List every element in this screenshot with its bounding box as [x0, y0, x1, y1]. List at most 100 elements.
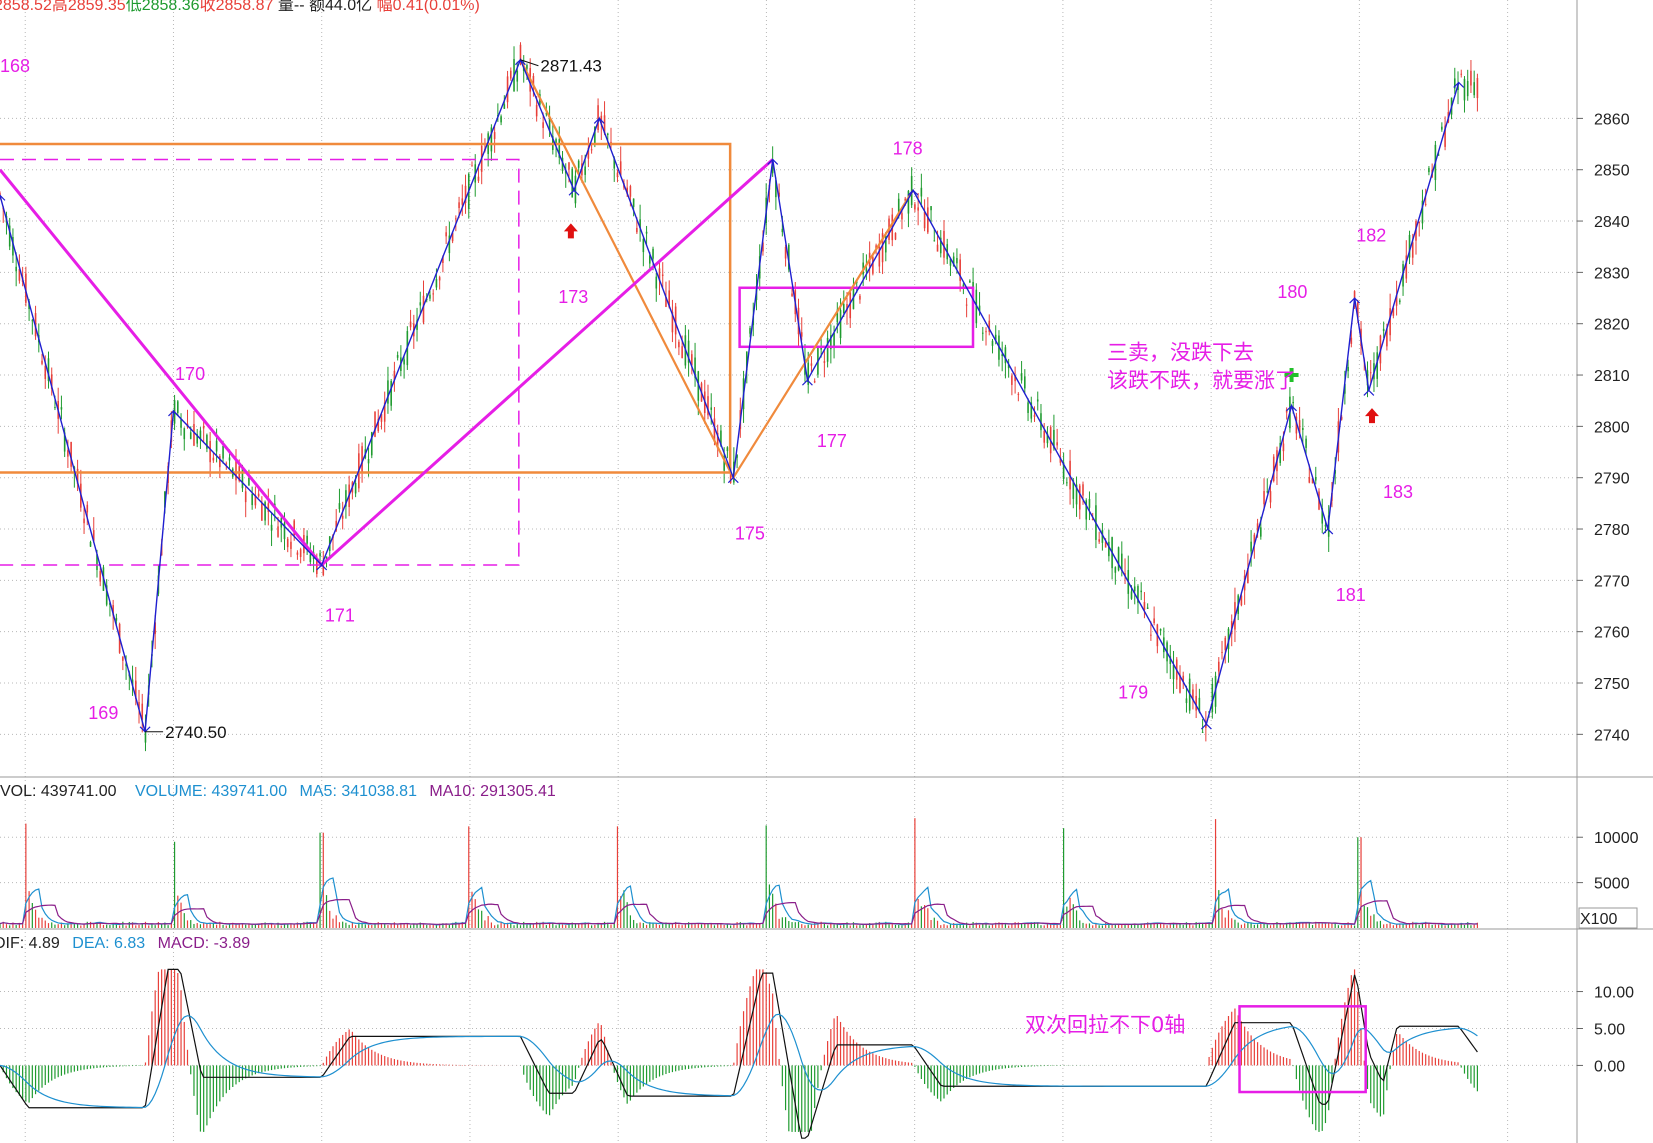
- stroke-vertex-marker: [767, 158, 779, 165]
- candle-body: [674, 306, 677, 335]
- candle-body: [885, 235, 887, 253]
- candle-body: [671, 311, 674, 333]
- candle-body: [122, 656, 124, 661]
- candle-body: [0, 193, 1, 196]
- candle-body: [44, 365, 47, 379]
- candle-body: [180, 419, 182, 428]
- candle-body: [464, 185, 467, 203]
- candle-body: [1308, 477, 1311, 483]
- candle-body: [959, 259, 961, 281]
- volume-pane: [0, 818, 1479, 928]
- candle-body: [506, 76, 509, 103]
- candle-body: [1014, 375, 1016, 382]
- candle-body: [745, 351, 748, 371]
- candle-body: [393, 370, 396, 380]
- candle-body: [1441, 126, 1443, 130]
- stroke-number-label: 169: [88, 703, 118, 723]
- candle-body: [383, 402, 386, 422]
- candle-body: [927, 207, 929, 233]
- candle-body: [438, 277, 441, 281]
- candle-body: [1321, 508, 1324, 524]
- candle-body: [981, 332, 984, 334]
- candle-body: [70, 441, 72, 467]
- candle-body: [1340, 416, 1343, 420]
- candle-body: [1473, 82, 1475, 96]
- quote-amount: 额44.0亿: [309, 0, 373, 14]
- macd-dea-line: [0, 1013, 1478, 1109]
- candle-body: [202, 426, 205, 429]
- candle-body: [1282, 443, 1285, 452]
- candle-body: [606, 133, 609, 135]
- candle-body: [283, 522, 286, 540]
- candle-body: [1091, 518, 1094, 521]
- candle-body: [1104, 541, 1107, 548]
- pivot-box-dashed: [0, 158, 520, 566]
- vol-legend-vol: VOL: 439741.00: [0, 783, 117, 800]
- candle-body: [396, 355, 399, 358]
- candle-body: [1408, 235, 1411, 258]
- candle-body: [613, 157, 616, 169]
- candle-body: [1314, 477, 1317, 481]
- candle-body: [665, 296, 667, 307]
- stroke-vertex-marker: [593, 117, 605, 124]
- candle-body: [138, 702, 140, 710]
- stroke-number-label: 173: [558, 287, 588, 307]
- candle-body: [1179, 674, 1181, 693]
- candle-body: [1418, 222, 1421, 224]
- candle-body: [833, 332, 835, 347]
- candle-body: [1007, 364, 1010, 369]
- candle-body: [1066, 482, 1068, 484]
- candle-body: [1470, 70, 1472, 86]
- macd-legend-macd: MACD: -3.89: [158, 935, 251, 952]
- candle-body: [1169, 656, 1172, 664]
- macd-legend: DIF: 4.89 DEA: 6.83 MACD: -3.89: [0, 935, 250, 952]
- candle-body: [865, 268, 868, 272]
- candle-body: [901, 213, 903, 220]
- candle-body: [842, 304, 845, 314]
- candle-body: [471, 165, 473, 167]
- candle-body: [1350, 337, 1353, 344]
- cross-marker-icon: [1284, 368, 1299, 383]
- candle-body: [878, 246, 881, 267]
- macd-legend-dea: DEA: 6.83: [72, 935, 145, 952]
- candle-body: [1017, 393, 1020, 395]
- candle-body: [616, 172, 619, 178]
- candle-body: [1011, 375, 1013, 385]
- stroke-number-label: 177: [817, 431, 847, 451]
- candle-body: [1043, 431, 1046, 443]
- macd-dif-line: [0, 968, 1478, 1139]
- candle-body: [1463, 78, 1466, 101]
- candle-body: [1279, 442, 1282, 464]
- candle-body: [63, 432, 66, 452]
- candle-body: [261, 503, 263, 521]
- macd-legend-dif: DIF: 4.89: [0, 935, 60, 952]
- candle-body: [694, 357, 696, 378]
- candle-body: [12, 237, 14, 256]
- candle-body: [852, 288, 855, 310]
- volume-unit-label: X100: [1580, 911, 1617, 928]
- candle-body: [1392, 308, 1395, 316]
- stroke-number-label: 171: [325, 605, 355, 625]
- candle-body: [1098, 539, 1100, 542]
- vol-legend-ma5: MA5: 341038.81: [300, 783, 418, 800]
- candle-body: [1460, 73, 1463, 75]
- candle-body: [345, 490, 347, 507]
- buy-arrow-icon: [1364, 408, 1379, 424]
- candle-body: [1428, 168, 1430, 173]
- candle-body: [1133, 586, 1136, 591]
- candle-body: [807, 362, 810, 385]
- candle-body: [642, 239, 645, 253]
- volume-tick-label: 5000: [1594, 876, 1630, 893]
- candle-body: [826, 337, 829, 362]
- candle-body: [1027, 402, 1029, 413]
- candle-body: [206, 434, 208, 449]
- candle-body: [1033, 415, 1036, 417]
- candle-body: [1369, 372, 1372, 374]
- candle-body: [1140, 590, 1142, 593]
- price-tick-label: 2780: [1594, 522, 1630, 539]
- pivot-box-large: [0, 142, 732, 474]
- candle-body: [558, 139, 561, 158]
- candle-body: [1137, 586, 1139, 603]
